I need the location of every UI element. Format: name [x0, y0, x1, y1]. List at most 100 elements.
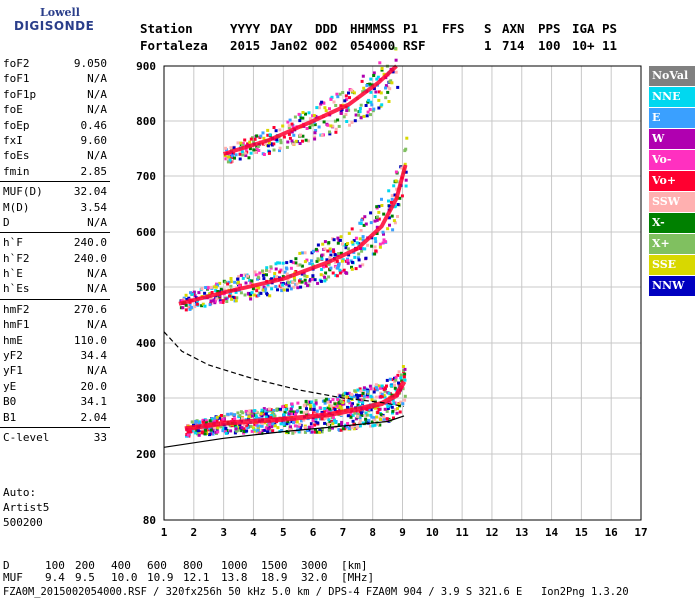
echo-mark	[274, 267, 278, 271]
echo-mark	[287, 132, 291, 136]
echo-mark	[394, 388, 398, 392]
echo-mark	[329, 249, 333, 253]
echo-mark	[289, 410, 293, 414]
echo-mark	[338, 92, 342, 96]
echo-mark	[314, 420, 318, 424]
echo-mark	[242, 430, 246, 433]
echo-mark	[225, 300, 229, 303]
echo-mark	[289, 427, 293, 431]
echo-mark	[328, 256, 332, 260]
y-tick-label: 200	[136, 448, 156, 461]
echo-mark	[380, 197, 383, 201]
echo-mark	[309, 405, 313, 409]
echo-mark	[379, 91, 383, 95]
echo-mark	[400, 373, 403, 377]
echo-mark	[189, 430, 193, 434]
echo-mark	[248, 140, 252, 144]
echo-mark	[373, 237, 377, 241]
echo-mark	[287, 281, 291, 285]
echo-mark	[260, 431, 264, 435]
echo-mark	[314, 247, 318, 251]
footer-info: D 100 200 400 600 800 1000 1500 3000 [km] MUF 9.4 9.…	[3, 559, 697, 600]
header-value-1: 2015	[230, 38, 261, 53]
echo-mark	[257, 149, 261, 152]
echo-mark	[284, 404, 288, 407]
echo-mark	[308, 126, 312, 130]
echo-mark	[217, 416, 221, 420]
echo-mark	[369, 387, 373, 391]
echo-mark	[382, 72, 386, 76]
echo-mark	[300, 264, 304, 268]
echo-mark	[291, 125, 295, 129]
echo-mark	[385, 378, 389, 382]
echo-mark	[333, 260, 337, 264]
echo-mark	[340, 259, 344, 263]
echo-mark	[226, 160, 230, 164]
echo-mark	[279, 141, 283, 145]
echo-mark	[382, 419, 385, 423]
echo-mark	[404, 178, 408, 182]
echo-mark	[280, 429, 284, 432]
echo-mark	[362, 86, 366, 90]
echo-mark	[334, 421, 338, 424]
echo-mark	[272, 148, 276, 152]
echo-mark	[213, 301, 217, 305]
echo-mark	[395, 411, 399, 415]
echo-mark	[401, 365, 405, 368]
x-tick-label: 3	[220, 526, 227, 539]
echo-mark	[307, 111, 311, 115]
echo-mark	[263, 142, 267, 145]
echo-mark	[340, 270, 344, 273]
echo-mark	[352, 239, 356, 243]
echo-mark	[209, 299, 213, 303]
echo-mark	[261, 273, 265, 277]
echo-mark	[324, 271, 328, 275]
echo-mark	[380, 103, 384, 107]
echo-mark	[337, 428, 341, 432]
trace-line-0	[184, 380, 407, 432]
echo-mark	[249, 424, 253, 428]
echo-mark	[378, 61, 382, 65]
muf_label-value: 9.5	[75, 571, 95, 584]
param-value: N/A	[87, 87, 107, 101]
echo-mark	[195, 302, 199, 306]
echo-mark	[289, 266, 293, 270]
echo-mark	[234, 153, 238, 157]
echo-mark	[320, 100, 324, 104]
echo-mark	[366, 110, 370, 114]
echo-mark	[301, 111, 305, 114]
echo-mark	[234, 427, 238, 431]
header-value-10: 10+	[572, 38, 595, 53]
param-value: N/A	[87, 103, 107, 117]
echo-mark	[218, 294, 222, 298]
echo-mark	[372, 74, 376, 77]
autoscaling-info: Auto: Artist5 500200	[3, 485, 49, 530]
echo-mark	[377, 217, 381, 221]
echo-mark	[360, 218, 364, 222]
echo-mark	[224, 297, 228, 301]
echo-mark	[324, 109, 328, 113]
x-tick-label: 10	[426, 526, 439, 539]
echo-mark	[256, 424, 260, 428]
echo-mark	[316, 421, 320, 425]
echo-mark	[229, 429, 233, 433]
echo-mark	[288, 136, 292, 140]
echo-mark	[193, 305, 197, 309]
echo-mark	[339, 104, 343, 108]
echo-mark	[197, 431, 201, 435]
echo-mark	[237, 280, 240, 284]
echo-mark	[239, 291, 243, 295]
echo-mark	[349, 412, 353, 415]
echo-mark	[213, 299, 217, 303]
echo-mark	[200, 287, 204, 291]
param-key: B0	[3, 395, 17, 409]
echo-mark	[294, 270, 298, 273]
echo-mark	[357, 421, 361, 425]
echo-mark	[279, 138, 283, 142]
echo-mark	[387, 204, 391, 208]
echo-mark	[287, 126, 291, 130]
header-value-11: 11	[602, 38, 618, 53]
header-label-3: DDD	[315, 21, 338, 36]
echo-mark	[201, 418, 205, 422]
echo-mark	[323, 240, 327, 244]
